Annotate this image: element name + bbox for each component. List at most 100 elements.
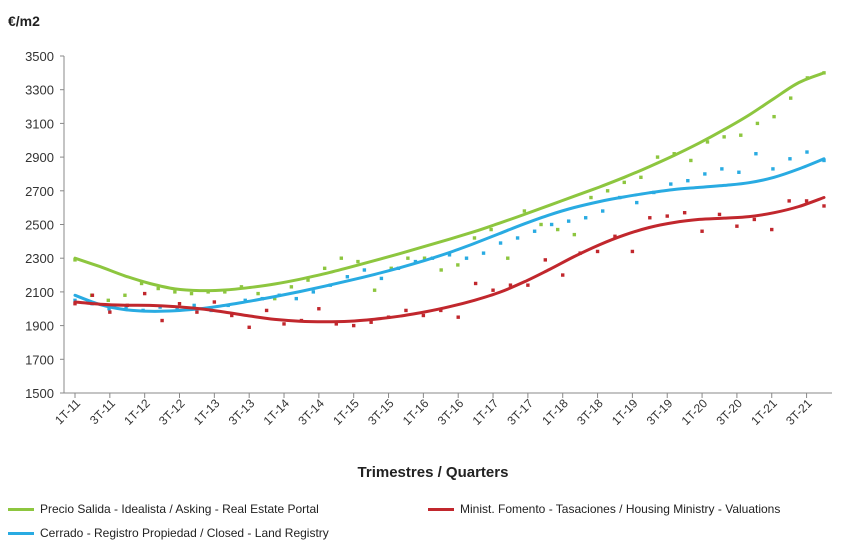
data-point-valuations [491, 288, 495, 292]
y-tick-label: 1500 [25, 386, 54, 401]
data-point-asking [322, 266, 327, 271]
data-point-valuations [195, 310, 199, 314]
data-point-asking [555, 227, 560, 232]
data-point-closed [481, 251, 486, 255]
trend-line-asking [73, 71, 826, 293]
data-point-asking [406, 256, 410, 260]
data-point-asking [472, 236, 477, 240]
data-point-closed [686, 178, 690, 183]
x-tick-label: 1T-21 [748, 396, 780, 428]
trend-line-closed [73, 157, 826, 313]
data-point-asking [572, 232, 577, 237]
data-point-closed [515, 236, 520, 240]
data-point-valuations [369, 320, 373, 324]
data-point-asking [539, 222, 543, 227]
data-point-asking [139, 281, 144, 286]
x-axis-ticks: 1T-11 3T-11 1T-12 3T-12 1T-13 3T-13 1T-14 3T-14… [52, 393, 815, 428]
data-point-valuations [735, 224, 739, 228]
series-closed [73, 150, 826, 313]
x-tick-label: 1T-19 [609, 396, 641, 428]
data-point-closed [243, 298, 247, 303]
y-tick-label: 3500 [25, 49, 54, 64]
data-point-valuations [334, 322, 338, 326]
data-point-valuations [630, 249, 635, 254]
data-point-asking [705, 140, 710, 144]
data-point-valuations [317, 307, 321, 311]
data-point-valuations [421, 313, 426, 318]
x-tick-label: 3T-17 [504, 396, 536, 428]
data-point-valuations [264, 308, 269, 313]
data-point-closed [192, 303, 196, 308]
data-point-asking [173, 290, 177, 294]
data-point-asking [739, 133, 743, 137]
data-point-valuations [648, 216, 652, 220]
data-point-asking [372, 288, 377, 292]
data-point-valuations [351, 323, 356, 328]
data-point-valuations [212, 300, 217, 304]
data-point-closed [464, 256, 469, 260]
data-point-closed [822, 158, 826, 163]
data-point-closed [805, 150, 809, 154]
data-point-valuations [561, 273, 565, 277]
data-point-asking [156, 286, 160, 291]
data-point-valuations [160, 318, 164, 323]
x-tick-label: 1T-17 [470, 396, 502, 428]
x-tick-label: 1T-12 [121, 396, 153, 428]
data-point-asking [772, 114, 776, 119]
data-point-asking [189, 291, 194, 296]
data-point-asking [622, 180, 626, 185]
data-point-closed [447, 253, 452, 257]
data-point-closed [498, 241, 503, 245]
data-point-valuations [73, 301, 77, 306]
data-point-closed [771, 167, 775, 171]
x-tick-label: 1T-14 [261, 396, 293, 428]
data-point-asking [722, 135, 726, 139]
series-layer [73, 71, 826, 329]
data-point-closed [566, 219, 571, 223]
data-point-valuations [526, 283, 530, 287]
x-tick-label: 3T-12 [156, 396, 188, 428]
series-valuations [73, 196, 826, 329]
data-point-asking [356, 259, 360, 264]
data-point-closed [754, 152, 758, 156]
y-tick-label: 2700 [25, 184, 54, 199]
data-point-closed [532, 229, 537, 233]
x-axis-title: Trimestres / Quarters [358, 464, 509, 481]
data-point-asking [522, 209, 527, 213]
data-point-asking [589, 195, 593, 200]
data-point-asking [456, 263, 460, 267]
data-point-valuations [822, 204, 826, 208]
data-point-closed [635, 200, 639, 205]
data-point-valuations [177, 301, 182, 306]
legend-label-valuations: Minist. Fomento - Tasaciones / Housing M… [460, 502, 781, 516]
data-point-valuations [282, 322, 286, 326]
data-point-valuations [247, 325, 251, 329]
data-point-asking [672, 152, 676, 156]
data-point-closed [583, 216, 588, 220]
y-tick-label: 3100 [25, 116, 54, 131]
data-point-valuations [804, 199, 809, 203]
x-tick-label: 1T-13 [191, 396, 223, 428]
x-tick-label: 3T-13 [226, 396, 258, 428]
y-tick-label: 2500 [25, 218, 54, 233]
data-point-asking [506, 256, 510, 260]
legend-label-asking: Precio Salida - Idealista / Asking - Rea… [40, 502, 319, 516]
data-point-valuations [787, 199, 791, 203]
data-point-valuations [142, 291, 147, 296]
x-tick-label: 1T-20 [679, 396, 711, 428]
y-tick-label: 1700 [25, 352, 54, 367]
data-point-closed [788, 157, 792, 161]
x-tick-label: 3T-15 [365, 396, 397, 428]
legend-swatch-valuations [428, 507, 454, 511]
x-tick-label: 3T-16 [435, 396, 467, 428]
x-tick-label: 3T-18 [574, 396, 606, 428]
data-point-asking [389, 266, 393, 271]
data-point-valuations [770, 227, 774, 232]
legend-swatch-closed [8, 531, 34, 535]
legend-item-closed: Cerrado - Registro Propiedad / Closed - … [8, 526, 329, 540]
y-tick-label: 2900 [25, 150, 54, 165]
y-axis-unit-label: €/m2 [8, 13, 40, 29]
y-axis-ticks: 1500 1700 1900 2100 2300 2500 2700 2900 3100 3300… [25, 49, 64, 401]
data-point-closed [703, 172, 707, 176]
y-tick-label: 2300 [25, 251, 54, 266]
